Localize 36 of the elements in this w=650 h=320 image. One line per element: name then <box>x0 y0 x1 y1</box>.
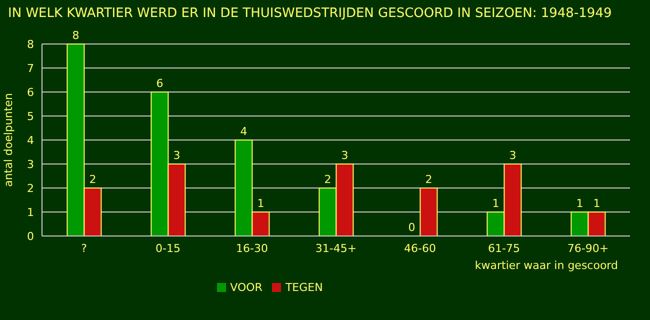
data-label: 2 <box>89 173 96 186</box>
y-tick-label: 4 <box>27 134 34 147</box>
data-label: 2 <box>425 173 432 186</box>
data-label: 3 <box>173 149 180 162</box>
x-tick-label: 46-60 <box>404 242 436 255</box>
x-tick-label: ? <box>81 242 88 255</box>
y-tick-label: 8 <box>27 38 34 51</box>
y-tick-label: 0 <box>27 230 34 243</box>
data-label: 0 <box>408 221 416 234</box>
data-label: 3 <box>509 149 516 162</box>
x-axis-title: kwartier waar in gescoord <box>474 259 618 272</box>
y-tick-label: 1 <box>27 206 34 219</box>
y-tick-label: 5 <box>27 110 34 123</box>
data-label: 3 <box>341 149 348 162</box>
data-label: 8 <box>72 29 80 42</box>
y-tick-label: 2 <box>27 182 34 195</box>
bar <box>420 188 438 236</box>
data-label: 1 <box>576 197 584 210</box>
data-label: 6 <box>156 77 164 90</box>
legend-label: TEGEN <box>285 281 323 294</box>
x-tick-label: 0-15 <box>156 242 180 255</box>
data-label: 1 <box>593 197 600 210</box>
x-tick-label: 76-90+ <box>567 242 609 255</box>
data-label: 2 <box>324 173 332 186</box>
chart-title: IN WELK KWARTIER WERD ER IN DE THUISWEDSTRIJDEN GESCOORD IN SEIZOEN: 1948-1949 <box>8 6 612 21</box>
legend-label: VOOR <box>230 281 262 294</box>
y-tick-label: 7 <box>27 62 34 75</box>
data-label: 4 <box>240 125 248 138</box>
y-tick-label: 6 <box>27 86 34 99</box>
y-axis-title: antal doelpunten <box>2 93 15 187</box>
data-label: 1 <box>492 197 500 210</box>
x-tick-label: 31-45+ <box>315 242 357 255</box>
x-tick-label: 61-75 <box>488 242 520 255</box>
x-tick-label: 16-30 <box>236 242 268 255</box>
y-tick-label: 3 <box>27 158 34 171</box>
data-label: 1 <box>257 197 264 210</box>
